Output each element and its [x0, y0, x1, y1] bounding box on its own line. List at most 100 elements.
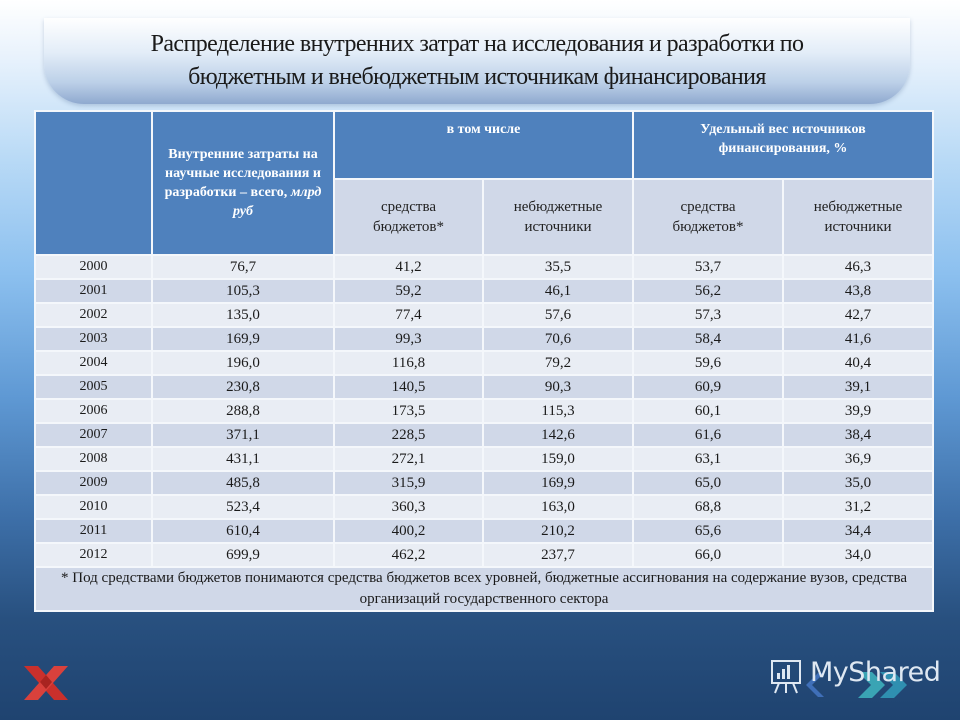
cell-total: 699,9 — [151, 542, 335, 568]
cell-budget-pct: 61,6 — [632, 422, 784, 448]
table-row: 2012 699,9 462,2 237,7 66,0 34,0 — [34, 542, 934, 568]
presentation-board-icon — [771, 660, 824, 697]
cell-total: 523,4 — [151, 494, 335, 520]
cell-total: 76,7 — [151, 254, 335, 280]
cell-budget-pct: 65,6 — [632, 518, 784, 544]
cell-year: 2000 — [34, 254, 153, 280]
cell-nonbudget: 115,3 — [482, 398, 634, 424]
cell-nonbudget: 90,3 — [482, 374, 634, 400]
cell-nonbudget-pct: 38,4 — [782, 422, 934, 448]
cell-budget: 315,9 — [333, 470, 484, 496]
cell-nonbudget: 79,2 — [482, 350, 634, 376]
subheader-budget: средства бюджетов* — [333, 178, 484, 256]
cell-budget-pct: 65,0 — [632, 470, 784, 496]
table-row: 2000 76,7 41,2 35,5 53,7 46,3 — [34, 254, 934, 280]
cell-nonbudget: 142,6 — [482, 422, 634, 448]
cell-budget: 173,5 — [333, 398, 484, 424]
subheader-budget-pct: средства бюджетов* — [632, 178, 784, 256]
cell-budget-pct: 59,6 — [632, 350, 784, 376]
subheader-nonbudget: небюджетные источники — [482, 178, 634, 256]
cell-nonbudget: 70,6 — [482, 326, 634, 352]
table-row: 2011 610,4 400,2 210,2 65,6 34,4 — [34, 518, 934, 544]
cell-budget-pct: 66,0 — [632, 542, 784, 568]
cell-budget: 99,3 — [333, 326, 484, 352]
cell-budget: 360,3 — [333, 494, 484, 520]
cell-budget-pct: 58,4 — [632, 326, 784, 352]
cell-budget-pct: 56,2 — [632, 278, 784, 304]
cell-nonbudget: 169,9 — [482, 470, 634, 496]
cell-year: 2005 — [34, 374, 153, 400]
header-total-costs: Внутренние затраты на научные исследован… — [151, 110, 335, 256]
cell-budget-pct: 60,9 — [632, 374, 784, 400]
cell-year: 2004 — [34, 350, 153, 376]
cell-nonbudget-pct: 40,4 — [782, 350, 934, 376]
cell-year: 2008 — [34, 446, 153, 472]
table-row: 2004 196,0 116,8 79,2 59,6 40,4 — [34, 350, 934, 376]
header-total-label: Внутренние затраты на научные исследован… — [164, 147, 321, 200]
cell-year: 2003 — [34, 326, 153, 352]
cell-total: 431,1 — [151, 446, 335, 472]
cell-budget: 41,2 — [333, 254, 484, 280]
cell-budget: 116,8 — [333, 350, 484, 376]
cell-total: 135,0 — [151, 302, 335, 328]
table-row: 2001 105,3 59,2 46,1 56,2 43,8 — [34, 278, 934, 304]
watermark-text: MyShared — [810, 657, 941, 688]
table-row: 2003 169,9 99,3 70,6 58,4 41,6 — [34, 326, 934, 352]
financing-table: Внутренние затраты на научные исследован… — [34, 110, 934, 612]
cell-nonbudget: 163,0 — [482, 494, 634, 520]
cell-nonbudget-pct: 41,6 — [782, 326, 934, 352]
title-line-2: бюджетным и внебюджетным источникам фина… — [188, 64, 766, 90]
chevrons-icon — [858, 672, 907, 698]
red-x-logo-icon — [24, 666, 68, 700]
cell-budget-pct: 60,1 — [632, 398, 784, 424]
cell-nonbudget-pct: 34,4 — [782, 518, 934, 544]
subheader-nonbudget-pct: небюджетные источники — [782, 178, 934, 256]
cell-nonbudget: 46,1 — [482, 278, 634, 304]
cell-budget-pct: 57,3 — [632, 302, 784, 328]
cell-year: 2001 — [34, 278, 153, 304]
cell-total: 230,8 — [151, 374, 335, 400]
cell-year: 2010 — [34, 494, 153, 520]
cell-nonbudget: 237,7 — [482, 542, 634, 568]
footnote: * Под средствами бюджетов понимаются сре… — [34, 566, 934, 612]
table-row: 2005 230,8 140,5 90,3 60,9 39,1 — [34, 374, 934, 400]
cell-budget-pct: 53,7 — [632, 254, 784, 280]
cell-nonbudget: 35,5 — [482, 254, 634, 280]
cell-total: 371,1 — [151, 422, 335, 448]
cell-total: 196,0 — [151, 350, 335, 376]
cell-budget-pct: 68,8 — [632, 494, 784, 520]
cell-budget: 140,5 — [333, 374, 484, 400]
cell-year: 2012 — [34, 542, 153, 568]
cell-nonbudget-pct: 31,2 — [782, 494, 934, 520]
table-row: 2002 135,0 77,4 57,6 57,3 42,7 — [34, 302, 934, 328]
cell-budget: 400,2 — [333, 518, 484, 544]
cell-nonbudget-pct: 42,7 — [782, 302, 934, 328]
table-row: 2007 371,1 228,5 142,6 61,6 38,4 — [34, 422, 934, 448]
cell-budget: 228,5 — [333, 422, 484, 448]
cell-nonbudget-pct: 43,8 — [782, 278, 934, 304]
cell-nonbudget: 210,2 — [482, 518, 634, 544]
cell-nonbudget-pct: 46,3 — [782, 254, 934, 280]
cell-year: 2009 — [34, 470, 153, 496]
cell-budget-pct: 63,1 — [632, 446, 784, 472]
cell-total: 105,3 — [151, 278, 335, 304]
cell-budget: 462,2 — [333, 542, 484, 568]
cell-nonbudget: 159,0 — [482, 446, 634, 472]
cell-year: 2006 — [34, 398, 153, 424]
cell-nonbudget: 57,6 — [482, 302, 634, 328]
myshared-watermark: MyShared — [766, 655, 946, 705]
table-row: 2006 288,8 173,5 115,3 60,1 39,9 — [34, 398, 934, 424]
slide-title: Распределение внутренних затрат на иссле… — [151, 28, 804, 94]
cell-nonbudget-pct: 39,9 — [782, 398, 934, 424]
cell-year: 2007 — [34, 422, 153, 448]
cell-total: 169,9 — [151, 326, 335, 352]
cell-budget: 59,2 — [333, 278, 484, 304]
cell-total: 610,4 — [151, 518, 335, 544]
cell-nonbudget-pct: 36,9 — [782, 446, 934, 472]
table-row: 2010 523,4 360,3 163,0 68,8 31,2 — [34, 494, 934, 520]
cell-nonbudget-pct: 34,0 — [782, 542, 934, 568]
header-group-including: в том числе — [333, 110, 634, 180]
table-row: 2009 485,8 315,9 169,9 65,0 35,0 — [34, 470, 934, 496]
table-row: 2008 431,1 272,1 159,0 63,1 36,9 — [34, 446, 934, 472]
cell-year: 2002 — [34, 302, 153, 328]
